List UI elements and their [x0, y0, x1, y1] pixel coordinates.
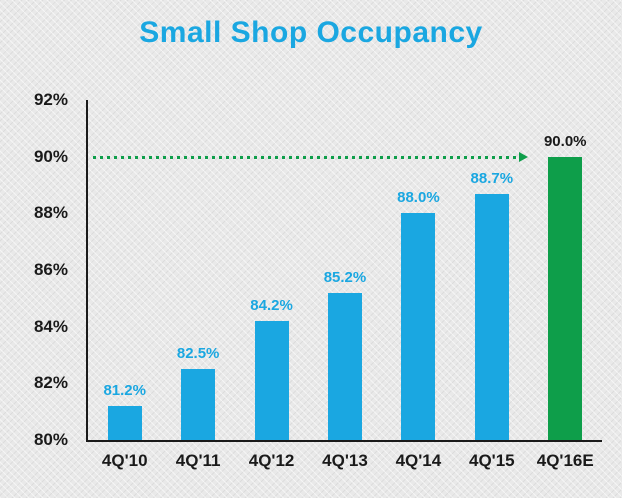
bar-column: 82.5% 4Q'11 [161, 100, 234, 470]
bar [548, 156, 583, 440]
chart-title: Small Shop Occupancy [139, 16, 483, 49]
bar [401, 213, 436, 440]
bar-value-label: 84.2% [250, 297, 293, 314]
x-tick-label: 4Q'12 [248, 451, 295, 470]
bar-column: 81.2% 4Q'10 [88, 100, 161, 470]
y-tick-label: 86% [33, 260, 68, 279]
y-tick-label: 92% [33, 90, 68, 109]
target-line [93, 151, 528, 162]
x-tick-label: 4Q'10 [101, 451, 148, 470]
bar-column: 88.7% 4Q'15 [455, 100, 528, 471]
y-axis: 92% 90% 88% 86% 84% 82% 80% [0, 90, 78, 449]
bar-column: 84.2% 4Q'12 [235, 100, 308, 470]
y-tick-label: 84% [33, 316, 68, 336]
bar [254, 321, 289, 440]
bar-column: 88.0% 4Q'14 [382, 100, 455, 470]
bar-value-label: 88.7% [470, 169, 514, 187]
target-line-dots [93, 155, 518, 159]
y-tick-label: 82% [33, 373, 68, 393]
x-tick-label: 4Q'13 [322, 451, 368, 470]
y-tick-label: 80% [33, 430, 68, 449]
bar [474, 193, 509, 440]
bar-column: 85.2% 4Q'13 [308, 100, 381, 470]
bar [327, 292, 362, 440]
y-tick-label: 90% [33, 146, 68, 166]
plot-area: 81.2% 4Q'10 82.5% 4Q'11 84.2% 4Q'12 85.2% 4Q'13… [86, 100, 602, 471]
x-tick-label: 4Q'16E [536, 451, 594, 470]
arrow-right-icon [519, 151, 528, 162]
bar [107, 406, 142, 440]
bar-value-label: 88.0% [397, 189, 440, 207]
bar-column: 90.0% 4Q'16E [529, 100, 602, 470]
bar-value-label: 85.2% [323, 268, 367, 286]
bar-value-label: 90.0% [543, 132, 587, 150]
bar-value-label: 82.5% [176, 345, 220, 363]
x-tick-label: 4Q'14 [395, 451, 442, 470]
y-tick-label: 88% [33, 203, 68, 223]
bars: 81.2% 4Q'10 82.5% 4Q'11 84.2% 4Q'12 85.2% 4Q'13… [88, 100, 602, 471]
x-tick-label: 4Q'15 [469, 451, 515, 470]
bar-value-label: 81.2% [103, 382, 146, 399]
x-tick-label: 4Q'11 [175, 451, 221, 470]
bar [181, 369, 216, 440]
